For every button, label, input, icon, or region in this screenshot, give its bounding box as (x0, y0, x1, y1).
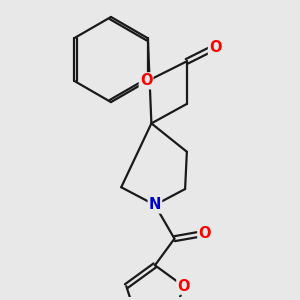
Text: O: O (177, 279, 190, 294)
Text: N: N (149, 197, 161, 212)
Text: O: O (209, 40, 221, 55)
Text: O: O (140, 73, 152, 88)
Text: O: O (198, 226, 211, 241)
